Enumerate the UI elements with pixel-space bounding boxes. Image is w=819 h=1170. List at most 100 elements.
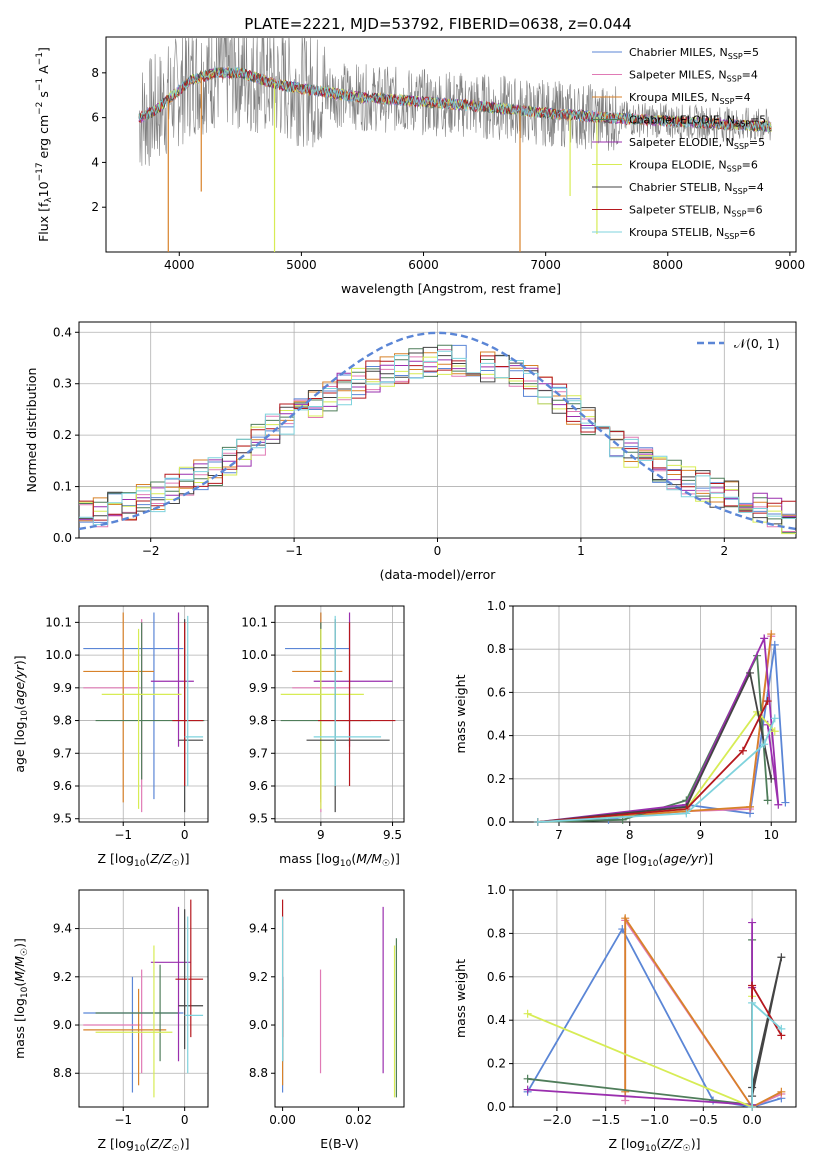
mass-weight-marker <box>748 998 757 1007</box>
residual-histograms <box>79 331 796 535</box>
y-tick-label: 2 <box>91 200 99 214</box>
plot-frame <box>105 36 797 253</box>
y-tick-label: 0.6 <box>487 970 506 984</box>
y-tick-label: 9.8 <box>249 714 268 728</box>
x-tick-label: −2.0 <box>542 1113 571 1127</box>
errorbar-point <box>95 945 173 1098</box>
x-axis-label: wavelength [Angstrom, rest frame] <box>341 281 561 296</box>
legend-count: =5 <box>749 136 765 149</box>
legend-subscript: SSP <box>727 165 742 174</box>
errorbar-point <box>184 615 204 786</box>
mass-weight-marker <box>621 1096 630 1105</box>
legend-count: =5 <box>743 46 759 59</box>
y-tick-label: 9.4 <box>53 922 72 936</box>
mass-weight-marker <box>533 818 542 826</box>
x-axis-label: age [log10(age/yr)] <box>596 851 713 869</box>
mass-weight-marker <box>738 746 747 755</box>
mass-weight-marker <box>682 809 691 818</box>
x-axis-label: Z [log10(Z/Z☉)] <box>609 1136 701 1154</box>
x-tick-label: 2 <box>720 544 728 558</box>
mass-weight-marker <box>770 640 779 649</box>
mass-weight-marker <box>760 740 769 749</box>
y-tick-label: 9.2 <box>53 970 72 984</box>
mass-weight-marker <box>621 1087 630 1096</box>
axes-spectrum: 4000 5000 6000 7000 8000 9000 2 4 6 8 <box>91 36 806 272</box>
plot-frame <box>78 889 209 1108</box>
errorbar-point <box>83 969 143 1074</box>
mass-weight-marker <box>770 727 779 736</box>
mass-weight-line <box>537 636 773 823</box>
y-tick-label: 9.8 <box>53 714 72 728</box>
mass-weight-line <box>537 700 769 823</box>
x-tick-label: 7000 <box>530 258 561 272</box>
x-tick-label: 9000 <box>775 258 806 272</box>
errorbar-point <box>101 628 182 809</box>
legend-entry: Salpeter MILES, NSSP=4 <box>629 69 758 84</box>
x-axis-label: E(B-V) <box>320 1136 359 1151</box>
errorbar-point <box>313 612 393 747</box>
residual-histogram <box>79 350 796 526</box>
mass-weight-marker <box>621 914 630 923</box>
mass-weight-marker <box>777 953 786 962</box>
y-tick-label: 0.2 <box>487 772 506 786</box>
y-tick-label: 9.9 <box>249 681 268 695</box>
x-tick-label: 8 <box>626 828 634 842</box>
observed-spectrum <box>138 37 772 166</box>
legend-entry: Kroupa MILES, NSSP=4 <box>629 91 751 106</box>
x-tick-label: −1.0 <box>640 1113 669 1127</box>
y-axis-label: Normed distribution <box>24 368 39 493</box>
x-tick-label: −1 <box>285 544 303 558</box>
legend-subscript: SSP <box>719 97 734 106</box>
x-tick-label: −0.5 <box>689 1113 718 1127</box>
plot-frame <box>78 605 209 823</box>
mass-weight-marker <box>760 634 769 643</box>
plot-frame <box>512 605 797 823</box>
y-tick-label: 0.4 <box>487 1013 506 1027</box>
x-tick-label: −1.5 <box>591 1113 620 1127</box>
x-axis-label: (data-model)/error <box>380 567 497 582</box>
x-tick-label: 9.5 <box>383 828 402 842</box>
x-tick-label: 5000 <box>286 258 317 272</box>
y-tick-label: 10.0 <box>45 648 72 662</box>
legend-entry: Kroupa STELIB, NSSP=6 <box>629 226 755 241</box>
x-tick-label: 10 <box>764 828 779 842</box>
legend-entry: Chabrier MILES, NSSP=5 <box>629 46 759 61</box>
mass-weight-series <box>533 630 776 826</box>
x-tick-label: 0.0 <box>743 1113 762 1127</box>
x-tick-label: 0 <box>181 828 189 842</box>
errorbar-point <box>83 976 184 1093</box>
mass-weight-lines-mass-weight-vs-age <box>533 630 790 826</box>
legend-subscript: SSP <box>731 210 746 219</box>
legend-entry: Kroupa ELODIE, NSSP=6 <box>629 159 758 174</box>
legend-entry: 𝒩(0, 1) <box>734 336 780 351</box>
errorbars-mass-vs-EBV <box>281 899 398 1098</box>
y-tick-label: 0.4 <box>487 729 506 743</box>
mass-weight-line <box>527 939 753 1106</box>
mass-weight-marker <box>748 1103 757 1111</box>
axes-mass-weight-vs-age: 7 8 9 10 0.0 0.2 0.4 0.6 0.8 1.0 <box>487 599 797 842</box>
model-spectrum-kroupa-stelib <box>138 65 772 133</box>
y-axis-label: age [log10(age/yr)] <box>12 655 30 772</box>
x-tick-label: 8000 <box>652 258 683 272</box>
legend-count: =5 <box>750 114 766 127</box>
errorbars-age-vs-Z <box>83 612 205 813</box>
mass-weight-line <box>527 922 753 1106</box>
errorbar-point <box>83 612 154 803</box>
y-tick-label: 9.6 <box>249 779 268 793</box>
errorbar-point <box>184 916 204 1074</box>
errorbar-point <box>83 612 184 800</box>
y-tick-label: 9.6 <box>53 779 72 793</box>
legend-entry: Chabrier STELIB, NSSP=4 <box>629 181 764 196</box>
y-tick-label: 0.0 <box>487 1100 506 1114</box>
axes-age-vs-mass: 9 9.5 9.5 9.6 9.7 9.8 9.9 10.0 10.1 <box>241 605 405 842</box>
legend-entry: Salpeter STELIB, NSSP=6 <box>629 204 763 219</box>
x-tick-label: 6000 <box>408 258 439 272</box>
legend-subscript: SSP <box>724 232 739 241</box>
mass-weight-marker <box>770 714 779 723</box>
y-axis-label: mass [log10(M/M☉)] <box>12 938 30 1059</box>
plot-frame <box>512 889 797 1108</box>
y-axis-label: mass weight <box>453 674 468 753</box>
y-tick-label: 4 <box>91 155 99 169</box>
x-tick-label: 0.02 <box>345 1113 372 1127</box>
y-tick-label: 0.2 <box>487 1057 506 1071</box>
